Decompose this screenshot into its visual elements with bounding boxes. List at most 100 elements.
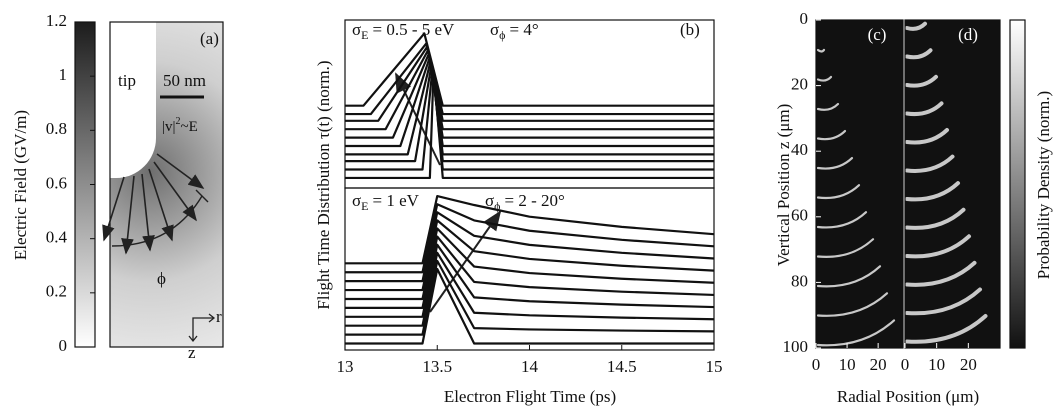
density-arc: [905, 21, 927, 31]
annotation-symbol: σ: [485, 191, 494, 210]
density-arc: [816, 184, 861, 200]
x-tick-label: 14: [521, 357, 539, 376]
annotation-symbol: σ: [490, 20, 499, 39]
annotation-subscript: ϕ: [494, 199, 500, 213]
y-tick-label: 80: [791, 271, 808, 290]
x-tick-label: 20: [960, 355, 977, 374]
z-label: z: [188, 343, 196, 362]
panel-label: (c): [868, 25, 887, 44]
density-arc: [905, 128, 949, 145]
density-arc: [816, 48, 826, 53]
y-axis-label: Flight Time Distribution τ(t) (norm.): [314, 60, 333, 309]
x-axis-label: Radial Position (μm): [837, 387, 979, 406]
density-arc: [905, 314, 988, 344]
density-arc: [905, 234, 971, 259]
plot-frame: [1009, 19, 1026, 349]
tip-shape: [110, 22, 156, 178]
r-label: r: [216, 307, 222, 326]
angle-label: ϕ: [157, 269, 166, 288]
annotation-symbol: σ: [352, 191, 361, 210]
velocity-label: |v|2~E: [162, 116, 198, 135]
x-axis-label: Electron Flight Time (ps): [444, 387, 616, 406]
density-arc: [816, 319, 896, 347]
annotation-subscript: E: [361, 199, 368, 213]
x-tick-label: 0: [901, 355, 910, 374]
annotation-text: = 2 - 20°: [505, 191, 565, 210]
plot-frame: [815, 19, 904, 349]
density-arc: [905, 207, 966, 230]
curve: [345, 251, 715, 327]
curve: [345, 219, 715, 292]
curve: [345, 32, 714, 107]
annotation-subscript: E: [361, 28, 368, 42]
annotation: (b): [680, 20, 700, 39]
y-tick-label: 1.2: [46, 11, 67, 30]
curve: [345, 195, 715, 265]
panel-a: (a) tip 50 nm |v|2~E ϕ r z: [102, 21, 224, 362]
annotation-text: = 1 eV: [373, 191, 420, 210]
density-arc: [905, 260, 977, 287]
density-arc: [905, 287, 982, 316]
angle-arc: [111, 195, 203, 247]
velocity-arrows: [102, 153, 205, 255]
image-background: [816, 20, 903, 348]
density-arc: [816, 129, 847, 141]
annotation-text: = 0.5 - 5 eV: [373, 20, 456, 39]
density-arc: [816, 265, 882, 288]
panel-frame: [109, 21, 224, 348]
curve: [345, 52, 714, 139]
density-arc: [816, 292, 889, 317]
y-tick-label: 0.6: [46, 173, 67, 192]
curve: [345, 211, 715, 283]
panel-b-arrows: [395, 72, 502, 313]
y-tick-label: 60: [791, 206, 808, 225]
colorbar: [75, 22, 95, 347]
density-arc: [905, 154, 955, 173]
y-tick-label: 0.4: [46, 228, 68, 247]
density-arc: [816, 238, 875, 258]
x-tick-label: 10: [839, 355, 856, 374]
colorbar: [1010, 20, 1025, 348]
annotation: σE = 0.5 - 5 eV: [352, 20, 455, 42]
tip-label: tip: [118, 71, 136, 90]
annotation: σϕ = 2 - 20°: [485, 191, 565, 213]
arc-end: [195, 189, 209, 203]
y-tick-label: 0.8: [46, 119, 67, 138]
annotation-text: = 4°: [510, 20, 539, 39]
annotation: σϕ = 4°: [490, 20, 539, 42]
curve: [345, 59, 714, 156]
curve: [345, 227, 715, 301]
x-tick-label: 13: [337, 357, 354, 376]
density-arc: [905, 101, 944, 116]
y-tick-label: 0.2: [46, 282, 67, 301]
y-tick-label: 0: [800, 9, 809, 28]
y-axis-label: Probability Density (norm.): [1034, 91, 1053, 279]
axes-icon: [188, 313, 216, 343]
density-arc: [816, 157, 854, 170]
curve: [345, 243, 715, 318]
curve: [345, 235, 715, 309]
curve: [345, 259, 715, 336]
density-arc: [816, 102, 840, 111]
x-tick-label: 10: [928, 355, 945, 374]
annotation-symbol: σ: [352, 20, 361, 39]
image-background: [905, 20, 1000, 348]
y-tick-label: 0: [59, 336, 68, 355]
density-arc: [816, 75, 833, 82]
density-arc: [905, 74, 938, 88]
plot-frame: [904, 19, 1001, 349]
y-tick-label: 1: [59, 65, 68, 84]
x-tick-label: 14.5: [607, 357, 637, 376]
x-tick-label: 20: [870, 355, 887, 374]
y-tick-label: 20: [791, 75, 808, 94]
panel-label: (a): [200, 29, 219, 48]
y-axis-label: Electric Field (GV/m): [11, 110, 30, 260]
scale-label: 50 nm: [163, 71, 206, 90]
x-tick-label: 13.5: [422, 357, 452, 376]
y-tick-label: 40: [791, 140, 808, 159]
annotation: σE = 1 eV: [352, 191, 420, 213]
panel-label: (d): [958, 25, 978, 44]
density-arc: [816, 211, 868, 229]
x-tick-label: 15: [706, 357, 723, 376]
